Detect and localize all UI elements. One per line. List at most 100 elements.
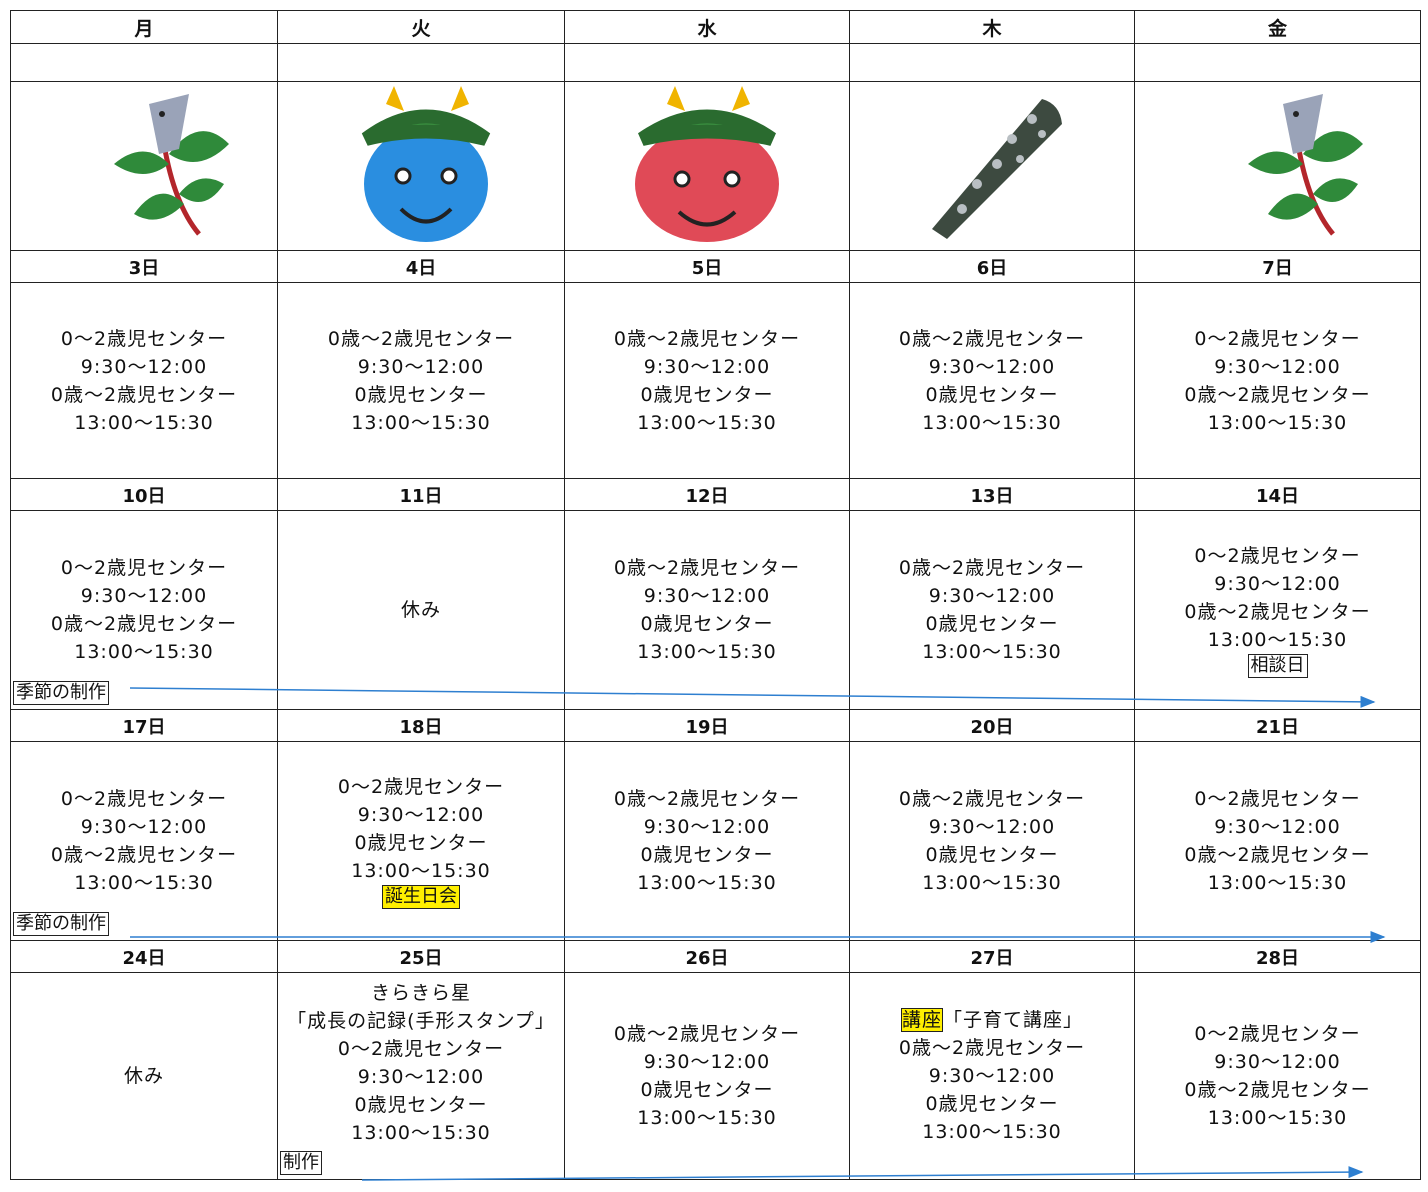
calendar-table: 月火水木金 3日 4日 5日 6日 7日 0～2歳児センター 9:30～12:00 0歳～2歳児… <box>10 10 1421 1180</box>
line-text: 0歳児センター <box>354 832 488 854</box>
schedule: 0～2歳児センター 9:30～12:00 0歳～2歳児センター 13:00～15:30 <box>11 325 277 437</box>
date: 6日 <box>849 250 1135 283</box>
illustration-cell <box>277 81 565 251</box>
calendar: 月火水木金 3日 4日 5日 6日 7日 0～2歳児センター 9:30～12:00 0歳～2歳児… <box>10 10 1421 1180</box>
schedule-line: 0歳児センター <box>565 610 849 638</box>
line-text: 0～2歳児センター <box>1194 545 1361 567</box>
line-text: 0歳児センター <box>925 1093 1059 1115</box>
schedule-line: 9:30～12:00 <box>850 813 1134 841</box>
schedule-line: 0歳児センター <box>565 841 849 869</box>
date-row: 24日 25日 26日 27日 28日 <box>10 940 1421 973</box>
schedule-cell: 0～2歳児センター 9:30～12:00 0歳～2歳児センター 13:00～15:30… <box>10 510 278 710</box>
schedule-line: 0歳児センター <box>278 829 564 857</box>
tag: 相談日 <box>1247 654 1308 678</box>
schedule-cell: 休み <box>277 510 565 710</box>
blank-row <box>10 43 1421 82</box>
date: 5日 <box>564 250 850 283</box>
line-text: 9:30～12:00 <box>643 816 771 838</box>
schedule: 休み <box>278 596 564 624</box>
line-text: 9:30～12:00 <box>357 1066 485 1088</box>
schedule-line: 13:00～15:30 <box>11 409 277 437</box>
schedule-line: 0歳～2歳児センター <box>11 841 277 869</box>
line-text: 0～2歳児センター <box>60 557 228 579</box>
schedule-line: 13:00～15:30 <box>1135 409 1420 437</box>
schedule-line: 9:30～12:00 <box>565 1048 849 1076</box>
date: 10日 <box>10 478 278 511</box>
schedule-line: 0歳～2歳児センター <box>850 325 1134 353</box>
line-text: 0歳児センター <box>925 844 1059 866</box>
illustration-row <box>10 81 1421 251</box>
tag: 季節の制作 <box>13 681 109 705</box>
line-text: 9:30～12:00 <box>80 816 208 838</box>
date: 25日 <box>277 940 565 973</box>
line-text: 9:30～12:00 <box>928 1065 1056 1087</box>
line-text: 0歳～2歳児センター <box>898 557 1086 579</box>
date: 19日 <box>564 709 850 742</box>
line-text: 13:00～15:30 <box>1207 872 1348 894</box>
schedule-line: 0歳児センター <box>850 841 1134 869</box>
schedule-line: 13:00～15:30 <box>850 869 1134 897</box>
line-text: 0歳～2歳児センター <box>1184 1079 1371 1101</box>
line-text: 13:00～15:30 <box>637 1107 777 1129</box>
lead-badge: 講座 <box>900 1008 943 1032</box>
schedule-row: 0～2歳児センター 9:30～12:00 0歳～2歳児センター 13:00～15:30… <box>10 510 1421 710</box>
schedule-line: 13:00～15:30 <box>850 638 1134 666</box>
schedule-line: 0歳児センター <box>278 1091 564 1119</box>
schedule-cell: 0歳～2歳児センター 9:30～12:00 0歳児センター 13:00～15:30 <box>849 510 1135 710</box>
schedule-line: 9:30～12:00 <box>850 353 1134 381</box>
date: 28日 <box>1134 940 1421 973</box>
date-row: 3日 4日 5日 6日 7日 <box>10 250 1421 283</box>
red-oni <box>635 85 779 242</box>
schedule-line: 休み <box>11 1062 277 1090</box>
line-text: 9:30～12:00 <box>80 355 208 378</box>
line-text: 「成長の記録(手形スタンプ」 <box>287 1010 555 1032</box>
schedule-line: 0歳～2歳児センター <box>1135 598 1420 626</box>
schedule: 0歳～2歳児センター 9:30～12:00 0歳児センター 13:00～15:30 <box>278 325 564 437</box>
schedule-row: 0～2歳児センター 9:30～12:00 0歳～2歳児センター 13:00～15:30… <box>10 741 1421 941</box>
schedule: 講座「子育て講座」 0歳～2歳児センター 9:30～12:00 0歳児センター 13:0… <box>850 1006 1134 1146</box>
line-text: 9:30～12:00 <box>1214 816 1341 838</box>
line-text: 9:30～12:00 <box>928 585 1056 607</box>
weekday: 水 <box>564 10 850 44</box>
schedule: 0～2歳児センター 9:30～12:00 0歳～2歳児センター 13:00～15:30 <box>1135 785 1420 897</box>
schedule-line: 0～2歳児センター <box>11 325 277 353</box>
line-text: 13:00～15:30 <box>922 872 1062 894</box>
blank-cell <box>849 43 1135 82</box>
schedule-cell: 0歳～2歳児センター 9:30～12:00 0歳児センター 13:00～15:30 <box>564 282 850 479</box>
schedule-line: 9:30～12:00 <box>565 582 849 610</box>
blank-cell <box>1134 43 1421 82</box>
schedule-line: 0～2歳児センター <box>278 773 564 801</box>
schedule-line: 0歳～2歳児センター <box>565 325 849 353</box>
date: 11日 <box>277 478 565 511</box>
schedule-cell: 0歳～2歳児センター 9:30～12:00 0歳児センター 13:00～15:30 <box>849 741 1135 941</box>
line-text: 0歳～2歳児センター <box>898 1037 1086 1059</box>
date: 13日 <box>849 478 1135 511</box>
schedule-cell: 0歳～2歳児センター 9:30～12:00 0歳児センター 13:00～15:30 <box>277 282 565 479</box>
schedule: 休み <box>11 1062 277 1090</box>
line-text: 0歳～2歳児センター <box>613 788 801 810</box>
line-text: 0歳～2歳児センター <box>327 327 515 350</box>
schedule: 0歳～2歳児センター 9:30～12:00 0歳児センター 13:00～15:30 <box>565 785 849 897</box>
schedule-line: 9:30～12:00 <box>11 813 277 841</box>
schedule-line: 13:00～15:30 <box>278 857 564 885</box>
line-text: 0～2歳児センター <box>60 327 228 350</box>
schedule-line: 13:00～15:30 <box>850 1118 1134 1146</box>
line-text: 13:00～15:30 <box>637 411 777 434</box>
schedule-line: 0歳～2歳児センター <box>565 785 849 813</box>
schedule-line: 13:00～15:30 <box>565 869 849 897</box>
illustration-cell <box>849 81 1135 251</box>
schedule-cell: 0歳～2歳児センター 9:30～12:00 0歳児センター 13:00～15:30 <box>849 282 1135 479</box>
schedule-line: 0歳～2歳児センター <box>850 785 1134 813</box>
line-text: 休み <box>123 1065 164 1087</box>
schedule-cell: きらきら星 「成長の記録(手形スタンプ」 0～2歳児センター 9:30～12:00 0歳… <box>277 972 565 1180</box>
line-text: 0歳～2歳児センター <box>898 788 1086 810</box>
blank-cell <box>10 43 278 82</box>
line-text: 0歳児センター <box>925 383 1059 406</box>
line-text: 9:30～12:00 <box>643 1051 771 1073</box>
schedule: 0歳～2歳児センター 9:30～12:00 0歳児センター 13:00～15:30 <box>850 554 1134 666</box>
line-text: 0歳児センター <box>354 383 488 406</box>
line-text: 0～2歳児センター <box>1194 1023 1361 1045</box>
schedule-line: 0歳児センター <box>565 1076 849 1104</box>
date: 27日 <box>849 940 1135 973</box>
